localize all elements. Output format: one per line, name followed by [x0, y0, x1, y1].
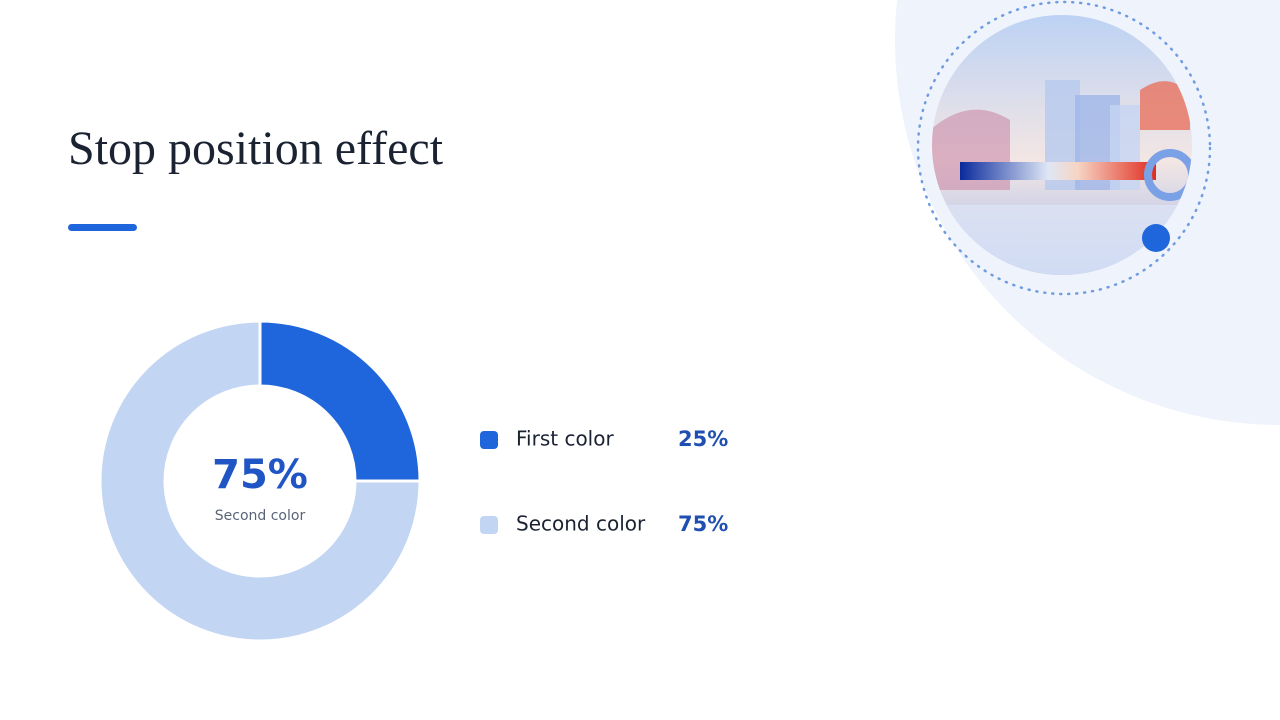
legend-label: First color [516, 427, 614, 451]
chart-title: Stop position effect [68, 122, 444, 175]
center-caption: Second color [215, 508, 306, 524]
legend: First color 25% Second color 75% [480, 427, 728, 536]
center-value: 75% [212, 452, 308, 498]
legend-value: 75% [678, 512, 728, 536]
title-underline [68, 224, 137, 231]
legend-swatch [480, 516, 498, 534]
legend-label: Second color [516, 512, 646, 536]
accent-dot [1142, 224, 1170, 252]
legend-value: 25% [678, 427, 728, 451]
donut-slice [98, 319, 422, 643]
donut [98, 319, 422, 643]
donut-slice [258, 319, 422, 483]
legend-swatch [480, 431, 498, 449]
dotted-ring [916, 0, 1212, 296]
